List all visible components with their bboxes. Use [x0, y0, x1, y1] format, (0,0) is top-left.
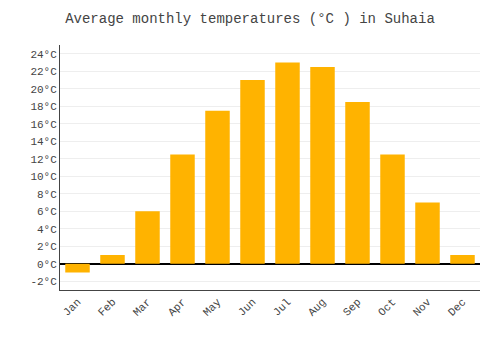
svg-text:4°C: 4°C	[37, 224, 57, 236]
svg-text:Jun: Jun	[236, 296, 258, 318]
svg-text:Apr: Apr	[166, 296, 188, 318]
svg-text:24°C: 24°C	[30, 49, 57, 61]
svg-text:Aug: Aug	[306, 296, 328, 318]
svg-text:Sep: Sep	[341, 296, 363, 318]
svg-text:Jul: Jul	[271, 296, 293, 318]
svg-text:22°C: 22°C	[30, 66, 57, 78]
svg-text:0°C: 0°C	[37, 259, 57, 271]
svg-text:May: May	[201, 296, 224, 319]
svg-text:Dec: Dec	[446, 296, 468, 318]
svg-text:Jan: Jan	[61, 296, 83, 318]
svg-text:Average monthly temperatures (: Average monthly temperatures (°C ) in Su…	[65, 11, 435, 27]
svg-text:Mar: Mar	[131, 296, 153, 318]
svg-text:-2°C: -2°C	[30, 276, 57, 288]
svg-text:10°C: 10°C	[30, 171, 57, 183]
svg-text:16°C: 16°C	[30, 119, 57, 131]
svg-text:Feb: Feb	[96, 296, 118, 318]
svg-text:2°C: 2°C	[37, 241, 57, 253]
svg-text:8°C: 8°C	[37, 189, 57, 201]
svg-text:Nov: Nov	[411, 296, 434, 319]
svg-text:18°C: 18°C	[30, 101, 57, 113]
svg-text:Oct: Oct	[376, 296, 398, 318]
svg-text:12°C: 12°C	[30, 154, 57, 166]
svg-text:6°C: 6°C	[37, 206, 57, 218]
svg-text:14°C: 14°C	[30, 136, 57, 148]
svg-text:20°C: 20°C	[30, 84, 57, 96]
